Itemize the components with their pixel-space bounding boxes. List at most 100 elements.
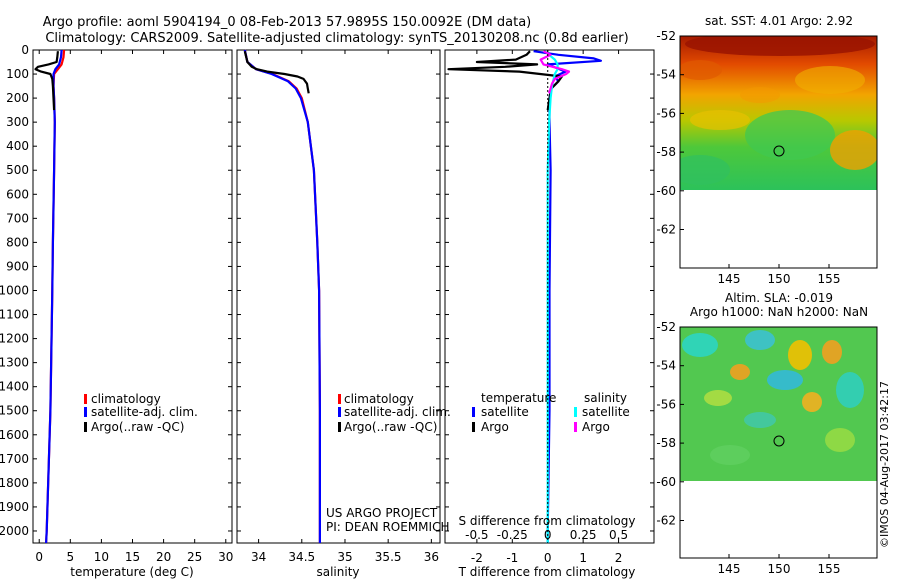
legend-heading-salinity: salinity — [584, 391, 627, 405]
lat-tick-label: -62 — [656, 223, 676, 237]
sla-map-title-line-1: Altim. SLA: -0.019 — [725, 291, 833, 305]
title-line-1: Argo profile: aoml 5904194_0 08-Feb-2013… — [43, 15, 532, 30]
x-tick-label: 0 — [35, 550, 43, 564]
depth-tick-label: 1200 — [0, 332, 29, 346]
s-tick-label: 0.25 — [570, 528, 597, 542]
legend-label-temp-satellite: satellite — [481, 405, 529, 419]
difference-panel-frame — [444, 49, 655, 544]
lat-tick-label: -52 — [656, 29, 676, 43]
lat-tick-label: -56 — [656, 106, 676, 120]
depth-tick-label: 100 — [6, 67, 29, 81]
x-tick-label: 10 — [94, 550, 109, 564]
depth-tick-label: 500 — [6, 163, 29, 177]
lat-tick-label: -56 — [656, 397, 676, 411]
legend-swatch-temp-argo — [472, 422, 475, 432]
depth-tick-label: 2000 — [0, 524, 29, 538]
series-line-satellite-adj-clim- — [45, 49, 63, 544]
legend-label-satellite: satellite-adj. clim. — [91, 405, 198, 419]
sst-argo-location-marker — [773, 145, 785, 157]
lon-tick-label: 150 — [768, 272, 791, 286]
legend-swatch-satellite — [338, 407, 341, 417]
depth-tick-label: 200 — [6, 91, 29, 105]
difference-xlabel: T difference from climatology — [458, 565, 636, 579]
difference-legend: temperature salinity satellite Argo sate… — [472, 391, 630, 434]
lat-tick-label: -62 — [656, 514, 676, 528]
series-line-temperature-argo — [447, 50, 564, 111]
difference-top-label: S difference from climatology — [459, 514, 636, 528]
depth-tick-label: 600 — [6, 187, 29, 201]
depth-tick-label: 700 — [6, 211, 29, 225]
lat-tick-label: -58 — [656, 436, 676, 450]
legend-swatch-temp-satellite — [472, 407, 475, 417]
lon-tick-label: 145 — [718, 272, 741, 286]
imos-credit: ©IMOS 04-Aug-2017 03:42:17 — [878, 381, 891, 548]
series-line-argo-raw-qc- — [34, 51, 59, 111]
salinity-xlabel: salinity — [316, 565, 359, 579]
x-tick-label: 36 — [424, 550, 439, 564]
sst-map-image — [680, 36, 877, 190]
depth-tick-label: 0 — [21, 43, 29, 57]
depth-tick-label: 300 — [6, 115, 29, 129]
depth-tick-label: 400 — [6, 139, 29, 153]
sla-map-image — [680, 327, 877, 481]
depth-tick-label: 1000 — [0, 283, 29, 297]
legend-swatch-climatology — [338, 394, 341, 404]
x-tick-label: 34 — [251, 550, 266, 564]
series-line-salinity-satellite — [544, 50, 559, 543]
depth-tick-label: 1600 — [0, 428, 29, 442]
legend-swatch-argo — [84, 422, 87, 432]
depth-tick-label: 1400 — [0, 380, 29, 394]
lon-tick-label: 145 — [718, 562, 741, 576]
series-line-satellite-adj-clim- — [243, 49, 321, 543]
x-tick-label: 2 — [615, 551, 623, 565]
depth-tick-label: 900 — [6, 259, 29, 273]
x-tick-label: 20 — [156, 550, 171, 564]
s-tick-label: 0.5 — [609, 528, 628, 542]
x-tick-label: 25 — [187, 550, 202, 564]
depth-tick-label: 1700 — [0, 452, 29, 466]
x-tick-label: 35.5 — [375, 550, 402, 564]
lat-tick-label: -60 — [656, 184, 676, 198]
lon-tick-label: 155 — [818, 272, 841, 286]
x-tick-label: 34.5 — [288, 550, 315, 564]
lon-tick-label: 155 — [818, 562, 841, 576]
x-tick-label: 35 — [337, 550, 352, 564]
lat-tick-label: -60 — [656, 475, 676, 489]
depth-tick-label: 1800 — [0, 476, 29, 490]
pi-credit: PI: DEAN ROEMMICH — [326, 520, 449, 534]
temperature-panel-frame — [32, 49, 233, 544]
project-credit: US ARGO PROJECT — [326, 506, 438, 520]
legend-label-sal-satellite: satellite — [582, 405, 630, 419]
legend-label-sal-argo: Argo — [582, 420, 610, 434]
series-line-argo-raw-qc- — [243, 50, 310, 94]
sst-map-title: sat. SST: 4.01 Argo: 2.92 — [705, 14, 853, 28]
legend-swatch-satellite — [84, 407, 87, 417]
legend-label-climatology: climatology — [91, 392, 161, 406]
legend-label-satellite: satellite-adj. clim. — [344, 405, 451, 419]
x-tick-label: 15 — [125, 550, 140, 564]
legend-heading-temperature: temperature — [481, 391, 556, 405]
lat-tick-label: -52 — [656, 320, 676, 334]
x-tick-label: 30 — [218, 550, 233, 564]
legend-label-argo: Argo(..raw -QC) — [91, 420, 184, 434]
depth-tick-label: 800 — [6, 235, 29, 249]
legend-swatch-argo — [338, 422, 341, 432]
legend-label-climatology: climatology — [344, 392, 414, 406]
depth-tick-label: 1300 — [0, 356, 29, 370]
depth-tick-label: 1500 — [0, 404, 29, 418]
legend-swatch-sal-argo — [574, 422, 577, 432]
series-line-temperature-satellite — [533, 50, 603, 543]
x-tick-label: 0 — [544, 551, 552, 565]
temperature-legend: climatology satellite-adj. clim. Argo(..… — [84, 392, 198, 434]
x-tick-label: -1 — [506, 551, 518, 565]
lat-tick-label: -58 — [656, 145, 676, 159]
legend-swatch-climatology — [84, 394, 87, 404]
series-line-salinity-argo — [539, 50, 571, 94]
sla-argo-location-marker — [773, 435, 785, 447]
sla-map-title-line-2: Argo h1000: NaN h2000: NaN — [690, 305, 868, 319]
x-tick-label: -2 — [471, 551, 483, 565]
salinity-panel-frame — [236, 49, 441, 544]
x-tick-label: 5 — [66, 550, 74, 564]
lat-tick-label: -54 — [656, 68, 676, 82]
